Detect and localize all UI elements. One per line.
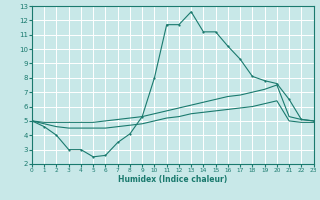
- X-axis label: Humidex (Indice chaleur): Humidex (Indice chaleur): [118, 175, 228, 184]
